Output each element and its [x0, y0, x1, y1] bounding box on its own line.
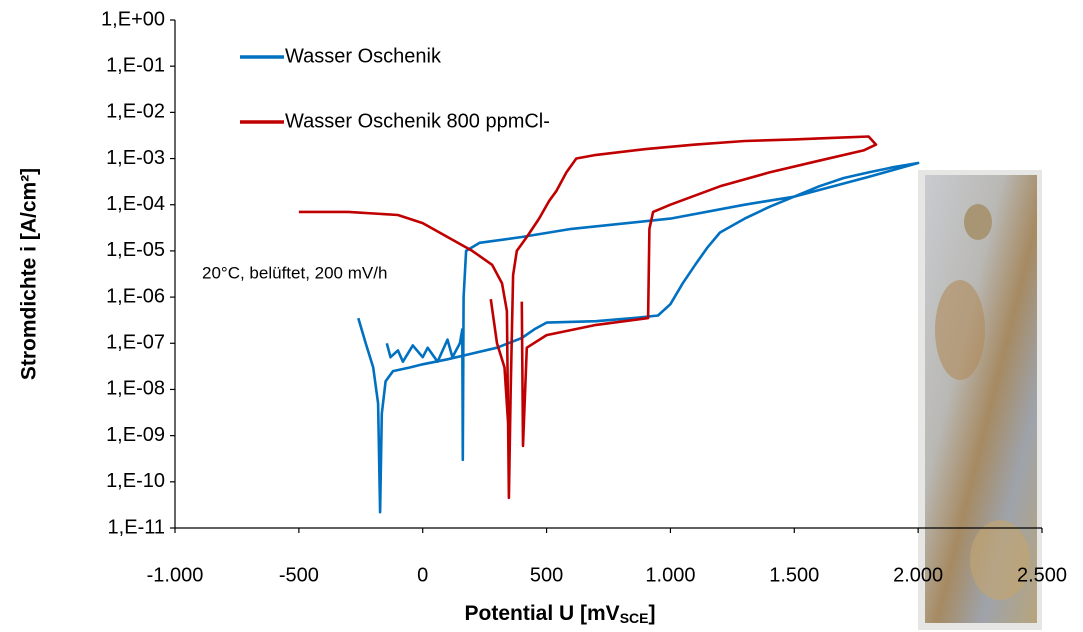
x-tick-label: 1.000 — [645, 564, 695, 586]
y-tick-label: 1,E-09 — [106, 424, 165, 446]
y-tick-label: 1,E+00 — [101, 8, 165, 30]
x-tick-label: 0 — [417, 564, 428, 586]
legend-label: Wasser Oschenik — [285, 45, 442, 67]
y-tick-label: 1,E-05 — [106, 239, 165, 261]
y-tick-label: 1,E-10 — [106, 470, 165, 492]
y-tick-label: 1,E-04 — [106, 193, 165, 215]
specimen-photo — [918, 170, 1042, 630]
y-tick-label: 1,E-07 — [106, 332, 165, 354]
y-axis-title: Stromdichte i [A/cm²] — [18, 168, 41, 380]
x-tick-label: 2.000 — [893, 564, 943, 586]
y-tick-label: 1,E-03 — [106, 147, 165, 169]
y-tick-label: 1,E-08 — [106, 378, 165, 400]
x-tick-label: 2.500 — [1017, 564, 1067, 586]
x-tick-label: -500 — [279, 564, 319, 586]
y-tick-label: 1,E-06 — [106, 285, 165, 307]
y-tick-label: 1,E-11 — [108, 516, 165, 538]
legend-label: Wasser Oschenik 800 ppmCl- — [285, 110, 550, 132]
x-axis-title-suffix: ] — [648, 602, 655, 625]
series-line — [298, 135, 878, 500]
x-tick-label: -1.000 — [147, 564, 204, 586]
x-axis-title-sub: SCE — [620, 610, 649, 626]
x-tick-label: 500 — [530, 564, 563, 586]
x-axis-title-text: Potential U [mV — [465, 602, 620, 625]
y-tick-label: 1,E-01 — [106, 54, 165, 76]
x-tick-label: 1.500 — [769, 564, 819, 586]
annotation: 20°C, belüftet, 200 mV/h — [202, 263, 387, 282]
series-line — [357, 161, 920, 514]
x-axis-title: Potential U [mVSCE] — [465, 602, 656, 626]
y-tick-label: 1,E-02 — [106, 101, 165, 123]
